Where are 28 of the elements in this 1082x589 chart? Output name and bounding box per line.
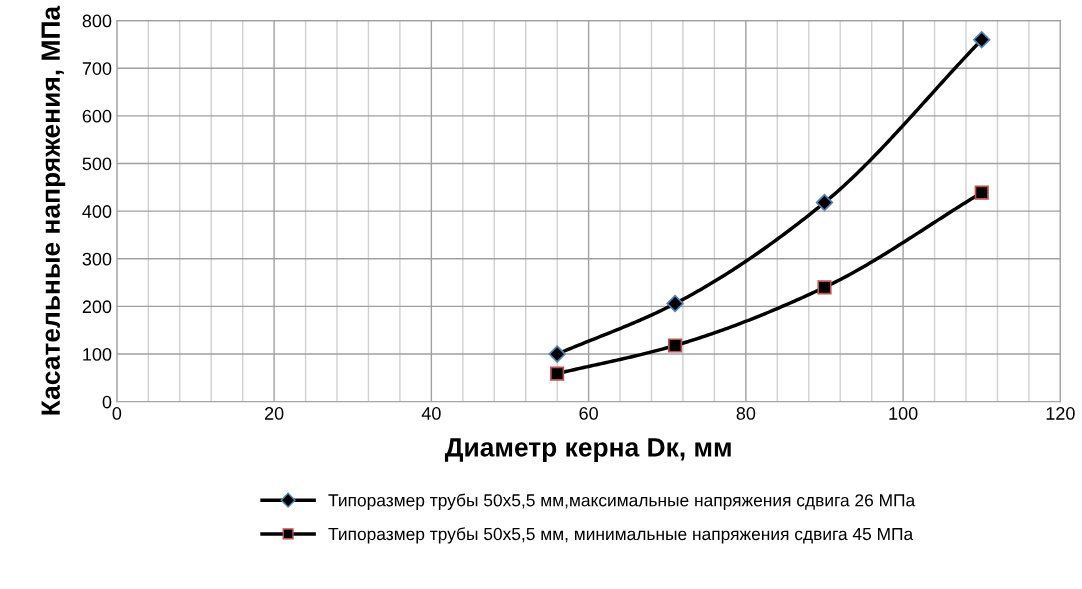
y-axis-title: Касательные напряжения, МПа	[41, 5, 66, 415]
y-tick-label: 200	[82, 300, 112, 314]
y-tick-label: 100	[83, 348, 112, 361]
point	[817, 280, 832, 295]
x-tick-label: 80	[736, 407, 756, 420]
y-tick-label: 0	[102, 395, 112, 409]
y-tick-label: 300	[82, 252, 112, 266]
x-tick-label: 20	[264, 407, 284, 420]
x-tick-label: 60	[579, 407, 598, 420]
point	[974, 185, 989, 200]
point	[550, 366, 565, 381]
x-axis-title: Диаметр керна Dк, мм	[444, 438, 731, 462]
point	[815, 193, 834, 212]
x-tick-label: 0	[112, 407, 122, 420]
y-tick-label: 600	[82, 109, 112, 123]
y-tick-label: 400	[82, 205, 112, 218]
y-tick-label: 800	[82, 14, 112, 28]
x-tick-label: 100	[889, 407, 918, 420]
x-tick-label: 120	[1046, 407, 1075, 420]
y-tick-label: 700	[82, 62, 112, 75]
point	[973, 30, 991, 49]
point	[668, 338, 683, 353]
y-tick-label: 500	[82, 157, 112, 171]
legend-label: Типоразмер трубы 50х5,5 мм, минимальные напряжения сдвига 45 МПа	[328, 527, 914, 544]
point	[666, 294, 684, 313]
legend-label: Типоразмер трубы 50х5,5 мм,максимальные напряжения сдвига 26 МПа	[328, 493, 916, 510]
point	[548, 345, 566, 363]
x-tick-label: 40	[421, 407, 441, 420]
